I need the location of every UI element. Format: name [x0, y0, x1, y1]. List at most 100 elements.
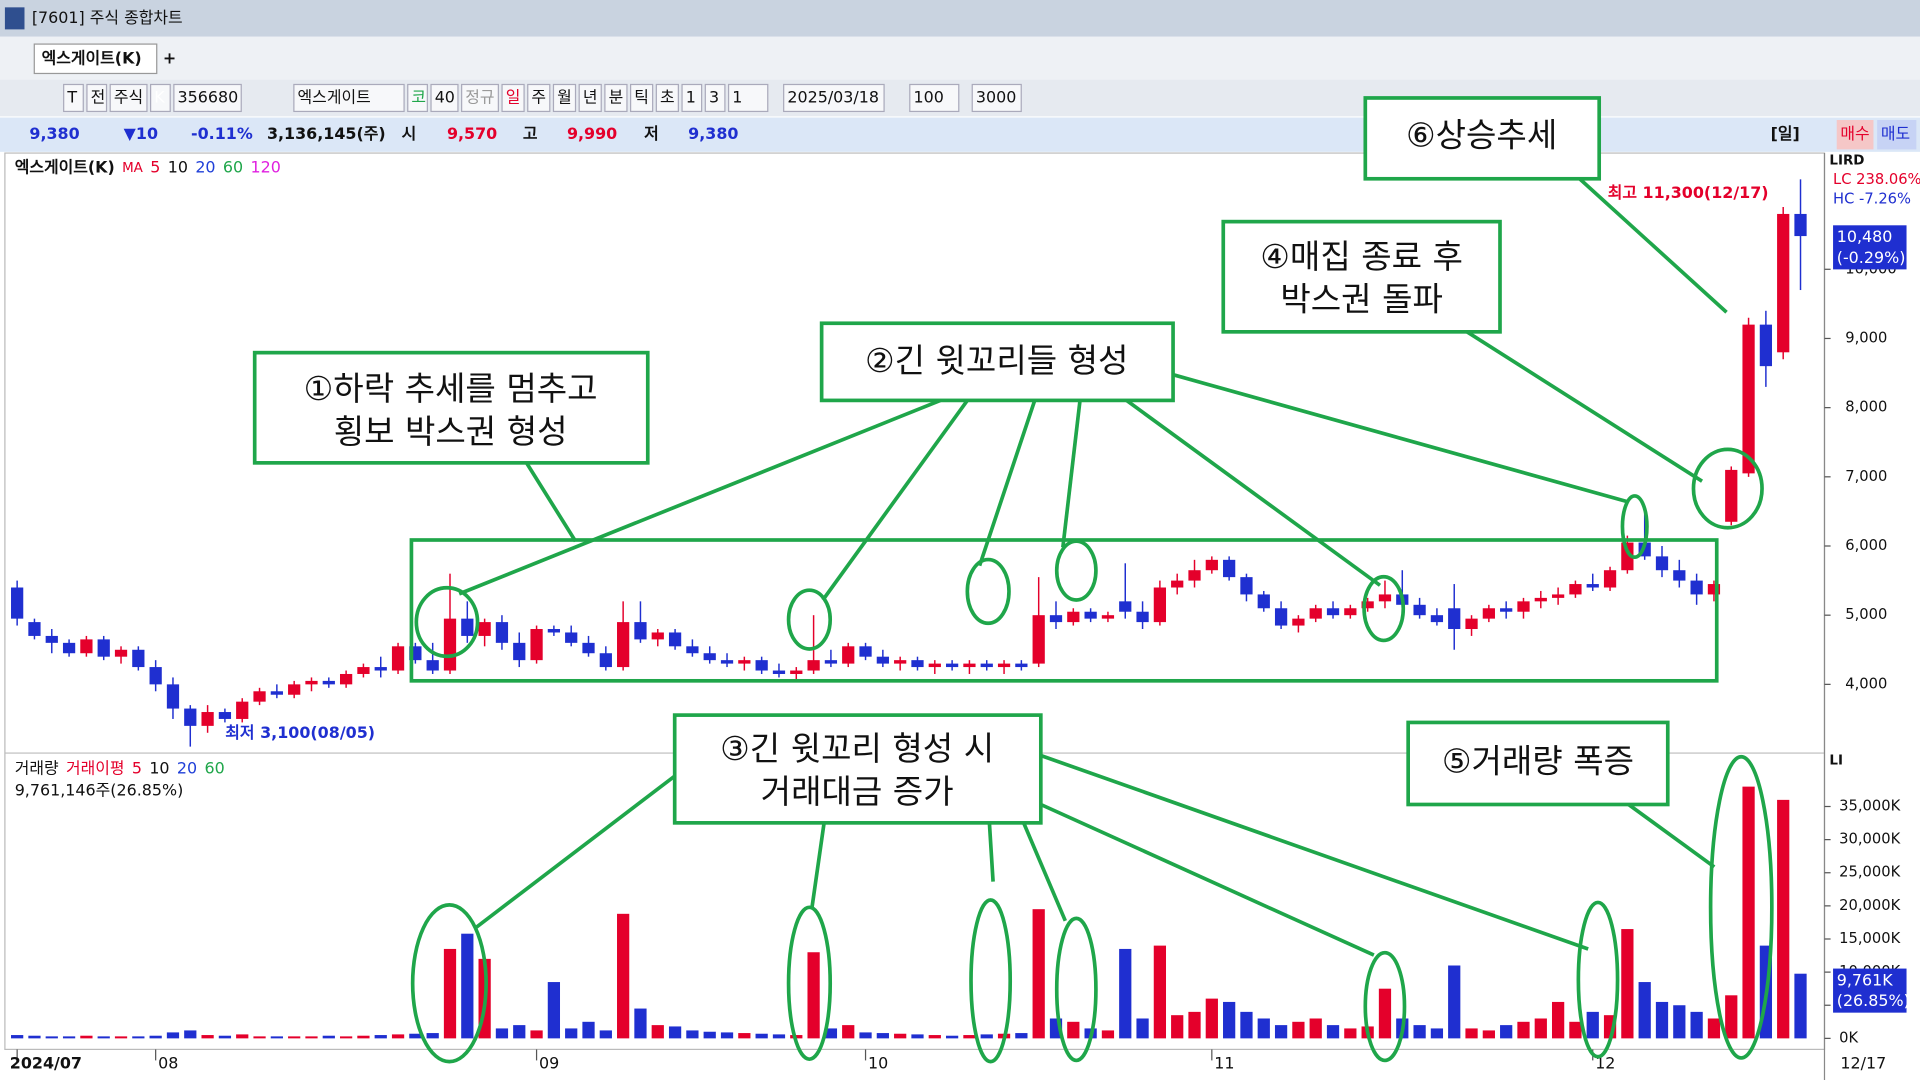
add-tab[interactable]: +	[163, 48, 176, 67]
quote-volume: 3,136,145(주)	[267, 124, 386, 143]
last-date: 12/17	[1840, 1054, 1886, 1073]
volume-bar	[1119, 948, 1132, 1039]
spin-input[interactable]: 1	[732, 87, 742, 106]
code-input-bg[interactable]	[173, 83, 242, 113]
candle-body	[582, 642, 595, 654]
candle-body	[1067, 611, 1080, 623]
candle-body	[166, 684, 180, 709]
market-number-bg[interactable]	[430, 83, 459, 113]
plot-area	[4, 152, 1826, 1050]
volume-bar	[842, 1025, 855, 1039]
note-box	[252, 350, 650, 465]
spin-input-bg[interactable]	[681, 83, 703, 113]
volume-bar	[1101, 1030, 1115, 1039]
name-input[interactable]: 엑스게이트	[298, 87, 371, 106]
toolbar-button[interactable]: 주식	[114, 87, 143, 106]
volume-bar	[1067, 1021, 1080, 1039]
y-tick-label: 8,000	[1845, 399, 1887, 416]
period-button-bg[interactable]	[501, 83, 525, 113]
count-input[interactable]: 100	[913, 87, 943, 106]
period-button[interactable]: 틱	[634, 87, 649, 106]
price-tag-rate: (-0.29%)	[1837, 248, 1906, 267]
candle-body	[807, 660, 820, 671]
candle-body	[184, 708, 197, 726]
tab-bar	[0, 36, 1920, 80]
period-button-bg[interactable]	[655, 83, 679, 113]
period-button[interactable]: 일	[506, 87, 521, 106]
volume-bar	[738, 1033, 751, 1039]
low-label: 저	[644, 124, 659, 143]
leader	[810, 822, 826, 909]
spin-input[interactable]: 3	[709, 87, 719, 106]
tab-label[interactable]: 엑스게이트(K)	[42, 48, 142, 67]
buy-button-bg[interactable]	[1836, 120, 1874, 150]
market-button[interactable]: 코	[411, 87, 426, 106]
total-input[interactable]: 3000	[976, 87, 1016, 106]
period-button-bg[interactable]	[578, 83, 602, 113]
toolbar-button[interactable]: K	[154, 87, 165, 106]
volume-bar	[357, 1035, 370, 1039]
volume-bar	[772, 1034, 786, 1039]
name-input-bg[interactable]	[293, 83, 405, 113]
candle-body	[132, 649, 145, 668]
buy-button[interactable]: 매수	[1840, 124, 1869, 143]
toolbar-button[interactable]: T	[66, 87, 77, 106]
volume-bar	[634, 1008, 647, 1039]
highlight	[1576, 900, 1620, 1059]
period-button[interactable]: 주	[531, 87, 546, 106]
candle-body	[1274, 608, 1288, 626]
price-tag-value: 10,480	[1837, 227, 1893, 246]
sell-button[interactable]: 매도	[1881, 124, 1910, 143]
volume-bar	[132, 1036, 145, 1039]
spin-input-bg[interactable]	[704, 83, 726, 113]
total-input-bg[interactable]	[971, 83, 1022, 113]
toolbar-button-bg[interactable]	[86, 83, 108, 113]
volume-bar	[1223, 1001, 1236, 1039]
toolbar-button-bg[interactable]	[150, 83, 171, 113]
volume-bar	[409, 1033, 422, 1039]
candle-body	[1171, 580, 1184, 588]
market-number[interactable]: 40	[435, 87, 455, 106]
sell-button-bg[interactable]	[1877, 120, 1917, 150]
code-input[interactable]: 356680	[178, 87, 239, 106]
period-button-bg[interactable]	[552, 83, 577, 113]
period-button[interactable]: 초	[660, 87, 675, 106]
date-input-bg[interactable]	[783, 83, 885, 113]
date-input[interactable]: 2025/03/18	[787, 87, 879, 106]
highlight	[1708, 754, 1774, 1060]
candle-body	[790, 670, 803, 674]
note-box	[1221, 219, 1502, 334]
highlight	[1054, 539, 1098, 602]
period-button-bg[interactable]	[527, 83, 551, 113]
candle-body	[686, 646, 699, 654]
spin-input-bg[interactable]	[727, 83, 769, 113]
count-input-bg[interactable]	[909, 83, 960, 113]
candle-body	[201, 712, 214, 726]
volume-bar	[720, 1032, 734, 1039]
market-button-bg[interactable]	[407, 83, 428, 113]
candle-body	[1119, 601, 1132, 612]
candle-body	[842, 646, 855, 664]
period-button[interactable]: 월	[557, 87, 572, 106]
toolbar-button-bg[interactable]	[63, 83, 84, 113]
period-button-bg[interactable]	[630, 83, 654, 113]
high-price: 9,990	[567, 124, 617, 143]
period-button[interactable]: 분	[609, 87, 624, 106]
session-button[interactable]: 정규	[465, 87, 494, 106]
candle-body	[253, 691, 266, 702]
tab[interactable]	[33, 43, 158, 75]
volume-bar	[97, 1036, 110, 1039]
toolbar-button-bg[interactable]	[109, 83, 148, 113]
volume-bar	[1673, 1005, 1686, 1039]
session-button-bg[interactable]	[461, 83, 499, 113]
candle-body	[305, 680, 318, 685]
period-button[interactable]: 년	[583, 87, 598, 106]
ma-label: MA	[122, 161, 144, 176]
period-button-bg[interactable]	[604, 83, 628, 113]
toolbar-button[interactable]: 전	[91, 87, 106, 106]
y-tick-label: 9,000	[1845, 329, 1887, 346]
volume-bar	[1430, 1028, 1444, 1039]
spin-input[interactable]: 1	[686, 87, 696, 106]
period-button[interactable]: [일]	[1771, 124, 1800, 143]
candle-body	[755, 660, 768, 671]
